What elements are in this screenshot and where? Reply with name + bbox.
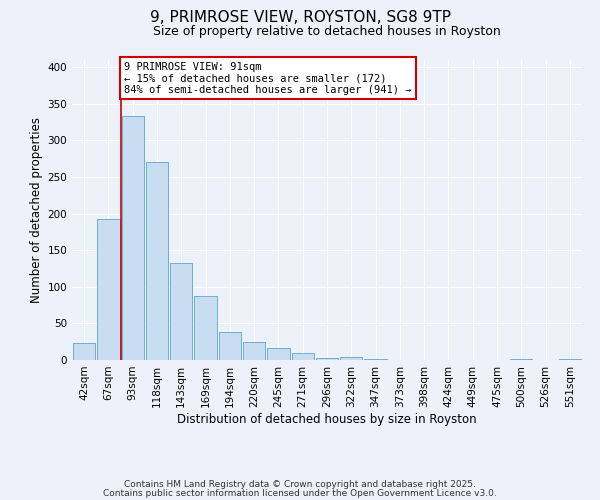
Title: Size of property relative to detached houses in Royston: Size of property relative to detached ho… — [153, 25, 501, 38]
Y-axis label: Number of detached properties: Number of detached properties — [30, 117, 43, 303]
Bar — [292, 354, 314, 360]
Bar — [267, 348, 290, 360]
Bar — [73, 343, 95, 360]
Bar — [122, 116, 144, 360]
Text: 9, PRIMROSE VIEW, ROYSTON, SG8 9TP: 9, PRIMROSE VIEW, ROYSTON, SG8 9TP — [149, 10, 451, 25]
Bar — [243, 342, 265, 360]
Bar — [170, 264, 193, 360]
Bar — [364, 358, 387, 360]
Bar — [340, 357, 362, 360]
Bar — [316, 358, 338, 360]
Bar — [194, 296, 217, 360]
Bar — [146, 162, 168, 360]
Text: Contains HM Land Registry data © Crown copyright and database right 2025.: Contains HM Land Registry data © Crown c… — [124, 480, 476, 489]
Text: 9 PRIMROSE VIEW: 91sqm
← 15% of detached houses are smaller (172)
84% of semi-de: 9 PRIMROSE VIEW: 91sqm ← 15% of detached… — [124, 62, 412, 94]
Bar — [97, 219, 119, 360]
Bar — [218, 332, 241, 360]
X-axis label: Distribution of detached houses by size in Royston: Distribution of detached houses by size … — [177, 412, 477, 426]
Text: Contains public sector information licensed under the Open Government Licence v3: Contains public sector information licen… — [103, 490, 497, 498]
